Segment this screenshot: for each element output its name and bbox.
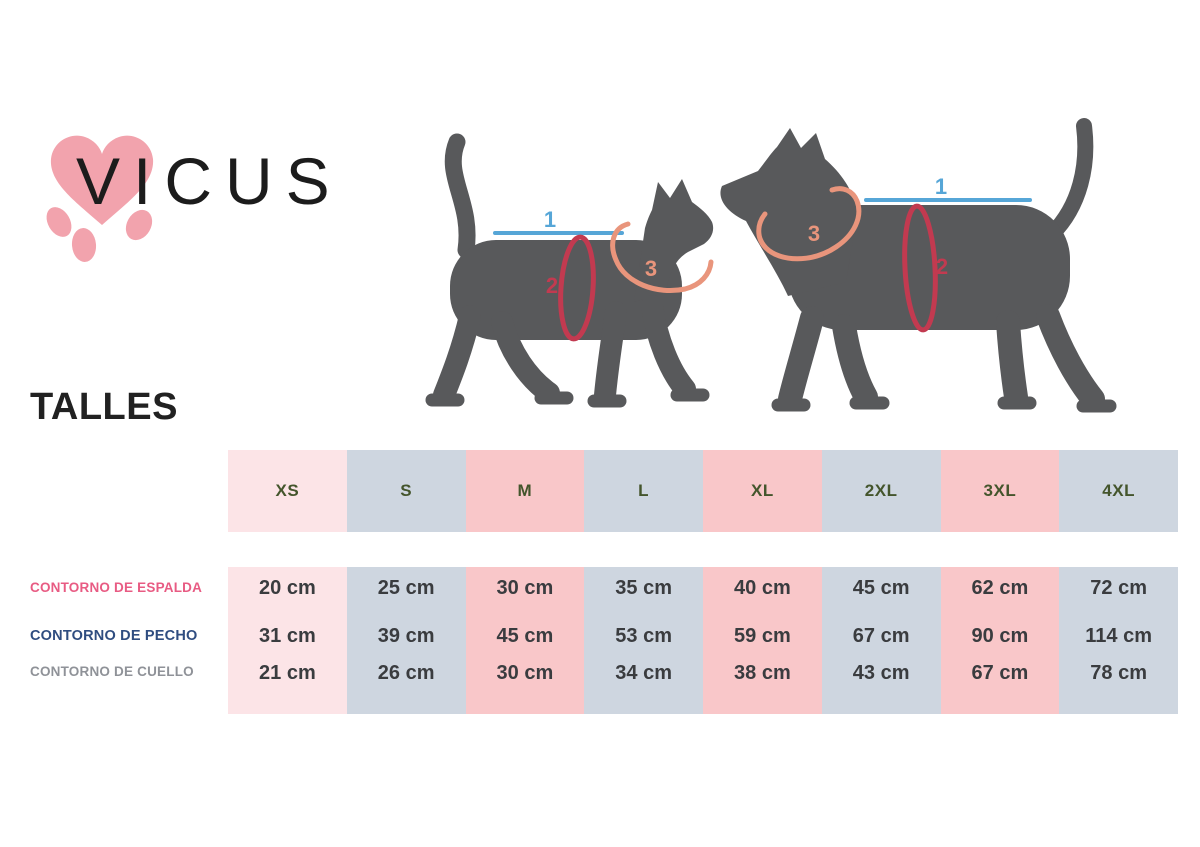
value-cell: 62 cm — [971, 577, 1029, 599]
paw-toe-middle — [71, 228, 97, 262]
size-header-cell: 4XL — [1059, 450, 1178, 532]
value-cell: 21 cm — [259, 662, 316, 684]
size-header-cell: M — [465, 450, 585, 532]
size-column-4xl: 72 cm 114 cm 78 cm — [1059, 567, 1178, 714]
size-header-cell: 3XL — [940, 450, 1060, 532]
cat-silhouette — [425, 133, 714, 408]
paw-heart-icon — [46, 135, 154, 262]
dog-silhouette — [720, 118, 1117, 413]
value-cell: 40 cm — [734, 577, 791, 599]
size-label: XS — [275, 481, 300, 500]
value-cell: 59 cm — [734, 625, 791, 647]
value-cell: 20 cm — [259, 577, 316, 599]
value-cell: 35 cm — [615, 577, 672, 599]
row-label-espalda: CONTORNO DE ESPALDA — [30, 580, 203, 595]
size-label: 3XL — [983, 481, 1017, 500]
paw-toe-left — [46, 207, 72, 237]
size-column-2xl: 45 cm 67 cm 43 cm — [821, 567, 941, 714]
heart-shape — [50, 135, 154, 225]
value-cell: 72 cm — [1090, 577, 1147, 599]
value-cell: 53 cm — [615, 625, 672, 647]
size-table: XS S M L XL 2XL 3XL 4XL 20 cm 31 cm 21 c… — [228, 450, 1178, 714]
row-label-pecho: CONTORNO DE PECHO — [30, 628, 198, 644]
value-cell: 30 cm — [496, 577, 554, 599]
value-cell: 45 cm — [496, 625, 554, 647]
size-column-l: 35 cm 53 cm 34 cm — [584, 567, 703, 714]
value-cell: 26 cm — [377, 662, 435, 684]
size-header-row: XS S M L XL 2XL 3XL 4XL — [228, 450, 1178, 532]
dog-neck-marker: 3 — [808, 221, 820, 246]
cat-chest-marker: 2 — [546, 273, 558, 298]
brand-wordmark: VICUS — [76, 144, 343, 218]
value-cell: 25 cm — [377, 577, 435, 599]
dog-neck-loop — [756, 186, 862, 262]
value-cell: 67 cm — [852, 625, 910, 647]
size-header-cell: L — [584, 450, 703, 532]
value-cell: 78 cm — [1090, 662, 1147, 684]
cat-back-marker: 1 — [544, 207, 556, 232]
dog-measurements: 1 2 3 — [756, 174, 1032, 333]
cat-neck-loop — [610, 221, 714, 293]
cat-measurements: 1 2 3 — [493, 207, 714, 342]
cat-chest-ellipse — [558, 234, 596, 342]
value-cell: 114 cm — [1085, 625, 1152, 647]
dog-back-marker: 1 — [935, 174, 947, 199]
size-header-cell: S — [346, 450, 466, 532]
value-cell: 90 cm — [971, 625, 1029, 647]
cat-neck-marker: 3 — [645, 256, 657, 281]
size-header-cell: XS — [228, 450, 347, 532]
size-label: S — [400, 481, 413, 500]
measurement-grid: 20 cm 31 cm 21 cm 25 cm 39 cm 26 cm 30 c… — [228, 567, 1178, 714]
row-label-cuello: CONTORNO DE CUELLO — [30, 664, 194, 679]
value-cell: 38 cm — [734, 662, 791, 684]
value-cell: 39 cm — [377, 625, 435, 647]
size-label: XL — [751, 481, 774, 500]
page-title: TALLES — [30, 386, 178, 428]
size-label: L — [638, 481, 650, 500]
size-column-s: 25 cm 39 cm 26 cm — [346, 567, 466, 714]
size-label: 4XL — [1102, 481, 1135, 500]
brand-logo: VICUS — [40, 128, 360, 278]
value-cell: 30 cm — [496, 662, 554, 684]
size-header-cell: 2XL — [821, 450, 941, 532]
value-cell: 34 cm — [615, 662, 672, 684]
size-column-3xl: 62 cm 90 cm 67 cm — [940, 567, 1060, 714]
value-cell: 45 cm — [852, 577, 910, 599]
size-column-xl: 40 cm 59 cm 38 cm — [703, 567, 822, 714]
size-label: M — [517, 481, 533, 500]
paw-toe-right — [125, 209, 153, 241]
size-label: 2XL — [864, 481, 898, 500]
value-cell: 31 cm — [259, 625, 316, 647]
value-cell: 43 cm — [852, 662, 910, 684]
size-header-cell: XL — [703, 450, 822, 532]
dog-chest-ellipse — [902, 203, 938, 333]
size-column-m: 30 cm 45 cm 30 cm — [465, 567, 585, 714]
value-cell: 67 cm — [971, 662, 1029, 684]
size-column-xs: 20 cm 31 cm 21 cm — [228, 567, 347, 714]
dog-chest-marker: 2 — [936, 254, 948, 279]
